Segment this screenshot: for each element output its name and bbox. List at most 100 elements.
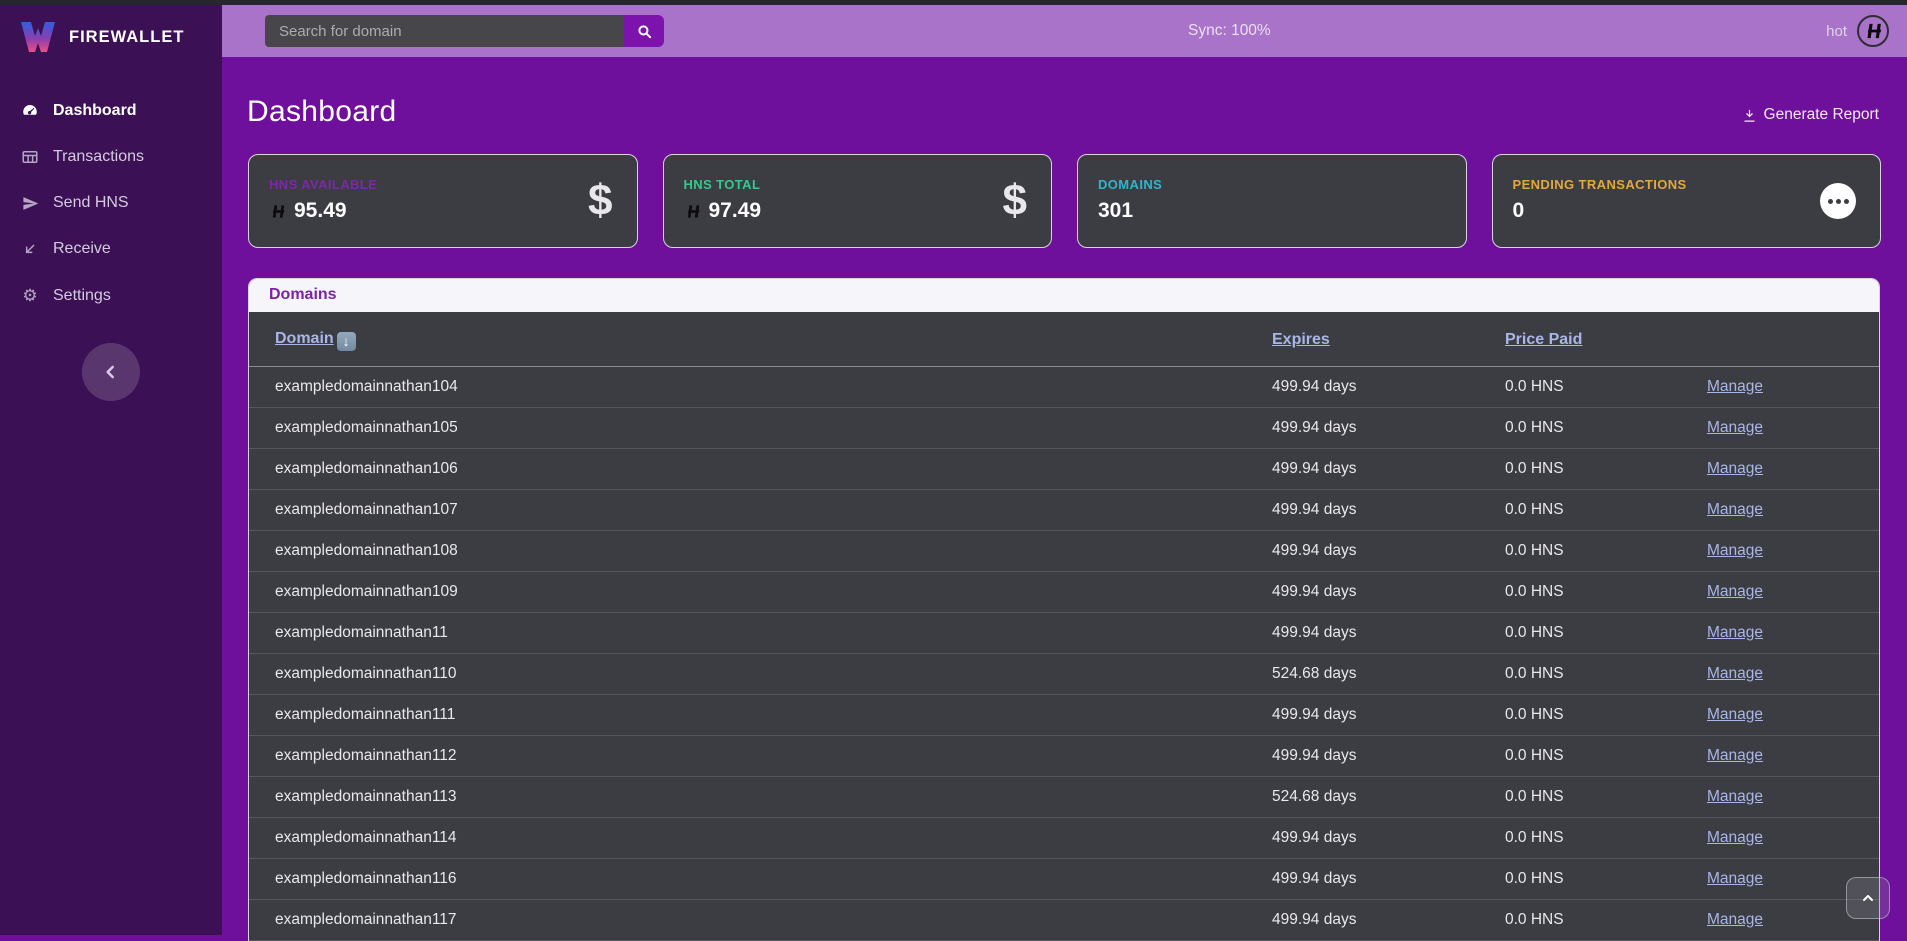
domain-cell: exampledomainnathan106 xyxy=(249,448,1272,490)
price-cell: 0.0 HNS xyxy=(1505,899,1707,941)
gear-icon: ⚙ xyxy=(22,286,38,305)
table-row: exampledomainnathan117 499.94 days 0.0 H… xyxy=(249,899,1879,941)
domain-cell: exampledomainnathan111 xyxy=(249,694,1272,736)
wallet-name: hot xyxy=(1826,22,1847,40)
manage-link[interactable]: Manage xyxy=(1707,541,1764,559)
table-row: exampledomainnathan110 524.68 days 0.0 H… xyxy=(249,653,1879,695)
page-head: Dashboard Generate Report xyxy=(247,95,1879,129)
chevron-up-icon xyxy=(1860,890,1876,906)
expires-cell: 499.94 days xyxy=(1272,366,1505,408)
brand: FIREWALLET xyxy=(0,0,222,58)
price-cell: 0.0 HNS xyxy=(1505,612,1707,654)
brand-name: FIREWALLET xyxy=(69,27,185,46)
download-icon xyxy=(1742,108,1757,123)
domains-card-title: Domains xyxy=(249,279,1879,312)
hns-logo-icon xyxy=(1857,15,1889,47)
table-row: exampledomainnathan106 499.94 days 0.0 H… xyxy=(249,448,1879,490)
stat-value: 97.49 xyxy=(708,199,762,222)
price-cell: 0.0 HNS xyxy=(1505,653,1707,695)
expires-cell: 499.94 days xyxy=(1272,612,1505,654)
sidebar-item-dashboard[interactable]: Dashboard xyxy=(0,88,222,134)
domain-cell: exampledomainnathan112 xyxy=(249,735,1272,777)
expires-cell: 524.68 days xyxy=(1272,776,1505,818)
stat-card-hns-available: HNS AVAILABLE 95.49 $ xyxy=(248,154,638,248)
column-header-domain: Domain xyxy=(275,330,334,347)
domain-cell: exampledomainnathan109 xyxy=(249,571,1272,613)
manage-link[interactable]: Manage xyxy=(1707,418,1764,436)
manage-link[interactable]: Manage xyxy=(1707,746,1764,764)
domain-cell: exampledomainnathan117 xyxy=(249,899,1272,941)
search-input[interactable] xyxy=(265,15,624,47)
expires-cell: 499.94 days xyxy=(1272,817,1505,859)
wallet-selector[interactable]: hot xyxy=(1826,15,1889,47)
sidebar-item-settings[interactable]: ⚙ Settings xyxy=(0,272,222,320)
table-icon xyxy=(19,148,41,166)
ellipsis-icon xyxy=(1820,183,1856,219)
manage-link[interactable]: Manage xyxy=(1707,623,1764,641)
stat-label: HNS AVAILABLE xyxy=(269,177,378,192)
paper-plane-icon xyxy=(19,195,41,212)
domains-table-body: exampledomainnathan104 499.94 days 0.0 H… xyxy=(249,366,1879,941)
expires-cell: 524.68 days xyxy=(1272,653,1505,695)
manage-link[interactable]: Manage xyxy=(1707,787,1764,805)
stats-row: HNS AVAILABLE 95.49 $ HNS TOTAL 97 xyxy=(248,154,1881,248)
price-cell: 0.0 HNS xyxy=(1505,858,1707,900)
chevron-left-icon xyxy=(101,362,121,382)
sidebar-item-label: Receive xyxy=(53,240,111,257)
topbar: Sync: 100% hot xyxy=(222,5,1907,57)
table-row: exampledomainnathan111 499.94 days 0.0 H… xyxy=(249,694,1879,736)
manage-link[interactable]: Manage xyxy=(1707,500,1764,518)
expires-cell: 499.94 days xyxy=(1272,407,1505,449)
stat-value: 95.49 xyxy=(294,199,347,222)
sort-down-arrow-icon: ↓ xyxy=(336,331,356,351)
expires-cell: 499.94 days xyxy=(1272,858,1505,900)
domain-cell: exampledomainnathan104 xyxy=(249,366,1272,408)
sidebar-item-receive[interactable]: Receive xyxy=(0,226,222,272)
domain-cell: exampledomainnathan105 xyxy=(249,407,1272,449)
manage-link[interactable]: Manage xyxy=(1707,910,1764,928)
stat-card-domains: DOMAINS 301 xyxy=(1077,154,1467,248)
sort-by-expires-link[interactable]: Expires xyxy=(1272,331,1330,349)
sidebar-item-transactions[interactable]: Transactions xyxy=(0,134,222,180)
domains-card: Domains Domain ↓ Expires Price Paid examp… xyxy=(248,278,1880,941)
sidebar-item-send-hns[interactable]: Send HNS xyxy=(0,180,222,226)
table-row: exampledomainnathan108 499.94 days 0.0 H… xyxy=(249,530,1879,572)
table-header-row: Domain ↓ Expires Price Paid xyxy=(249,312,1879,367)
stat-label: DOMAINS xyxy=(1098,177,1163,192)
scroll-to-top-button[interactable] xyxy=(1846,877,1890,919)
window-top-strip xyxy=(0,0,1907,5)
page-title: Dashboard xyxy=(247,95,397,128)
table-row: exampledomainnathan109 499.94 days 0.0 H… xyxy=(249,571,1879,613)
hns-logo-icon xyxy=(684,204,701,219)
dollar-icon: $ xyxy=(1002,176,1027,225)
stat-value: 301 xyxy=(1098,199,1134,222)
table-row: exampledomainnathan112 499.94 days 0.0 H… xyxy=(249,735,1879,777)
manage-link[interactable]: Manage xyxy=(1707,869,1764,887)
generate-report-link[interactable]: Generate Report xyxy=(1742,106,1879,124)
sort-by-price-link[interactable]: Price Paid xyxy=(1505,331,1583,349)
expires-cell: 499.94 days xyxy=(1272,571,1505,613)
manage-link[interactable]: Manage xyxy=(1707,377,1764,395)
sidebar: FIREWALLET Dashboard Transactions xyxy=(0,0,222,935)
generate-report-label: Generate Report xyxy=(1763,106,1879,123)
manage-link[interactable]: Manage xyxy=(1707,664,1764,682)
expires-cell: 499.94 days xyxy=(1272,530,1505,572)
expires-cell: 499.94 days xyxy=(1272,899,1505,941)
sidebar-item-label: Send HNS xyxy=(53,194,129,211)
manage-link[interactable]: Manage xyxy=(1707,705,1764,723)
domain-cell: exampledomainnathan11 xyxy=(249,612,1272,654)
search-icon xyxy=(636,23,653,40)
hns-logo-icon xyxy=(269,204,286,219)
domain-search xyxy=(265,15,664,47)
sidebar-collapse-button[interactable] xyxy=(82,343,140,401)
stat-label: PENDING TRANSACTIONS xyxy=(1512,177,1687,192)
manage-link[interactable]: Manage xyxy=(1707,459,1764,477)
sync-status: Sync: 100% xyxy=(1188,22,1271,39)
manage-link[interactable]: Manage xyxy=(1707,582,1764,600)
price-cell: 0.0 HNS xyxy=(1505,694,1707,736)
sort-by-domain-link[interactable]: Domain xyxy=(275,330,334,347)
domain-cell: exampledomainnathan113 xyxy=(249,776,1272,818)
sidebar-item-label: Settings xyxy=(53,287,111,304)
search-button[interactable] xyxy=(624,15,664,47)
manage-link[interactable]: Manage xyxy=(1707,828,1764,846)
